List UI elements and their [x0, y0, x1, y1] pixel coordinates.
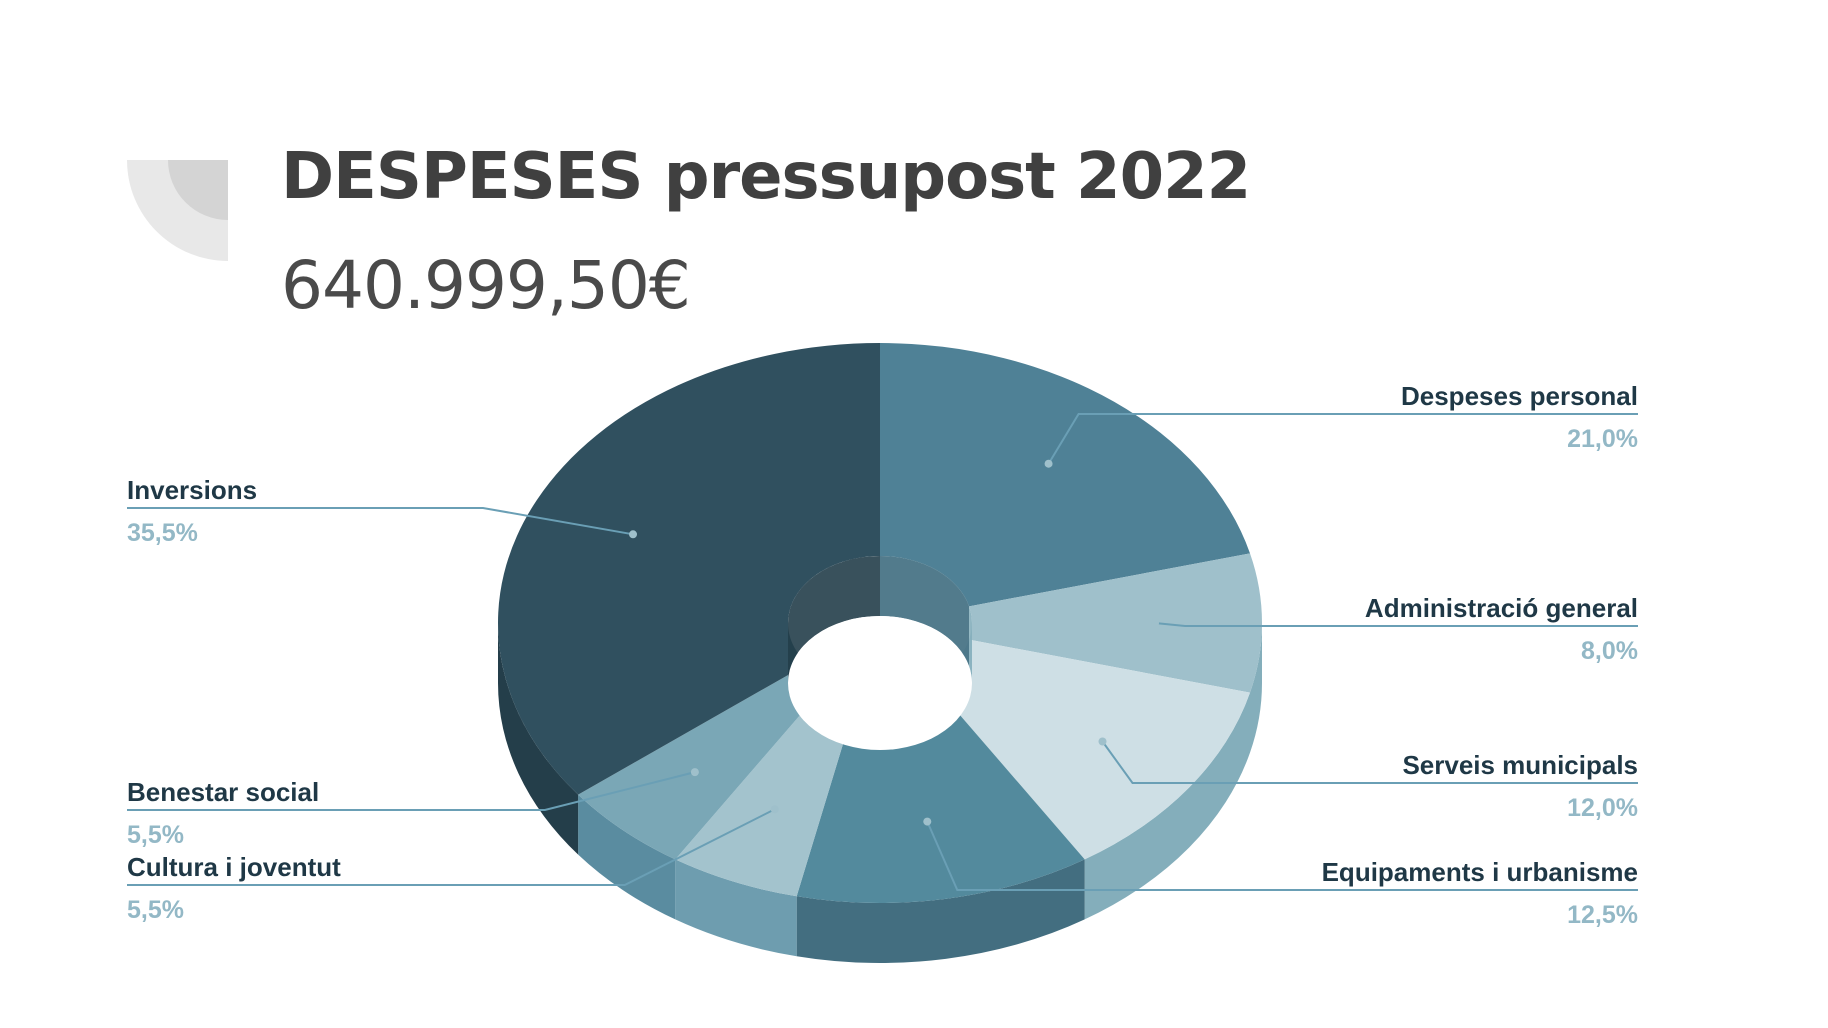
percent-benestar-social: 5,5% [127, 821, 184, 849]
decorative-quarter-circle [127, 160, 228, 261]
slice-serveis-municipals [929, 639, 1250, 860]
leader-line-benestar-social [127, 771, 696, 811]
slice-benestar-social [578, 664, 831, 860]
slice-inversions [498, 343, 880, 795]
leader-line-despeses-personal [1047, 413, 1638, 465]
leader-line-administraci-general [1154, 622, 1638, 627]
slice-side-equipaments-i-urbanisme [796, 859, 1085, 963]
percent-administraci-general: 8,0% [1581, 637, 1638, 665]
leader-line-serveis-municipals [1101, 740, 1638, 784]
hole-wall [788, 556, 880, 683]
percent-cultura-i-joventut: 5,5% [127, 896, 184, 924]
hole-wall [880, 556, 970, 667]
leader-dot-despeses-personal [1044, 459, 1053, 468]
leader-line-inversions [127, 507, 634, 536]
leader-dot-equipaments-i-urbanisme [923, 817, 932, 826]
leader-dot-serveis-municipals [1098, 737, 1107, 746]
chart-sides [498, 623, 1262, 963]
slice-side-administraci-general [1249, 623, 1262, 753]
slice-side-cultura-i-joventut [675, 859, 797, 957]
slice-despeses-personal [880, 343, 1250, 607]
hole-wall [969, 606, 973, 683]
leader-line-equipaments-i-urbanisme [926, 821, 1638, 891]
slice-administraci-general [969, 553, 1263, 693]
label-inversions: Inversions [127, 475, 257, 505]
slice-side-serveis-municipals [1084, 692, 1250, 920]
label-equipaments-i-urbanisme: Equipaments i urbanisme [1322, 857, 1638, 887]
leader-dot-administraci-general [1151, 619, 1160, 627]
chart-tops [498, 343, 1263, 903]
page-title: DESPESES pressupost 2022 [281, 140, 1251, 214]
leader-line-cultura-i-joventut [127, 808, 776, 886]
label-despeses-personal: Despeses personal [1401, 381, 1638, 411]
percent-equipaments-i-urbanisme: 12,5% [1567, 901, 1638, 929]
percent-despeses-personal: 21,0% [1567, 425, 1638, 453]
donut-hole [788, 616, 972, 750]
leader-dot-benestar-social [690, 768, 699, 777]
slice-cultura-i-joventut [675, 679, 860, 897]
leader-dot-inversions [629, 530, 638, 539]
slice-side-benestar-social [578, 794, 676, 920]
chart-labels: Despeses personal 21,0% Administració gene… [127, 381, 1638, 929]
percent-inversions: 35,5% [127, 519, 198, 547]
leader-dot-cultura-i-joventut [770, 805, 779, 814]
label-cultura-i-joventut: Cultura i joventut [127, 852, 341, 882]
percent-serveis-municipals: 12,0% [1567, 794, 1638, 822]
budget-total: 640.999,50€ [281, 247, 691, 324]
label-benestar-social: Benestar social [127, 777, 319, 807]
label-administraci-general: Administració general [1365, 593, 1638, 623]
label-serveis-municipals: Serveis municipals [1402, 750, 1638, 780]
slice-side-inversions [498, 623, 579, 855]
